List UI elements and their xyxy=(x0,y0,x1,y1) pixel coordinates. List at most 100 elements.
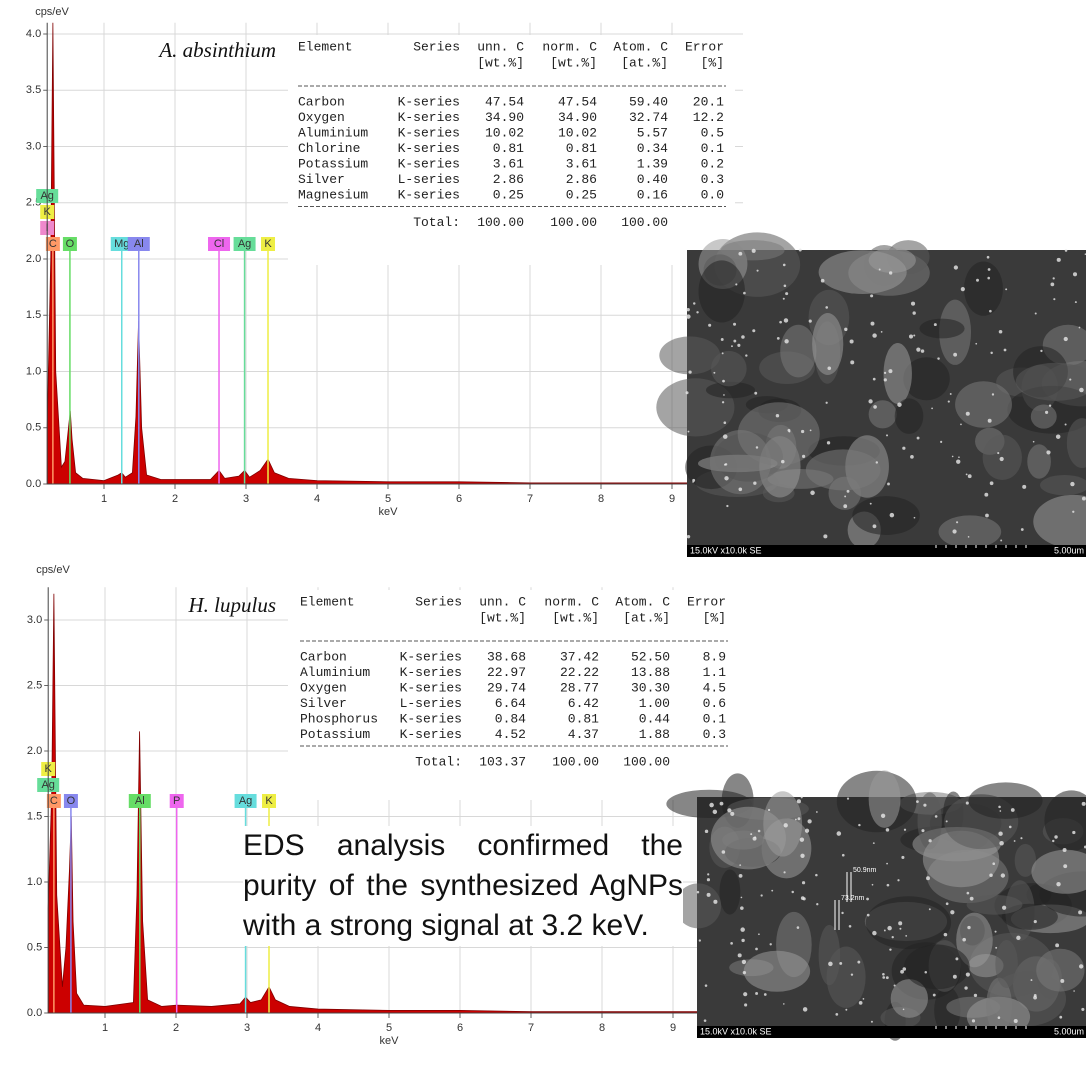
sem-particle xyxy=(923,803,927,807)
sem-particle xyxy=(779,320,782,324)
x-tick-label: 6 xyxy=(456,493,462,505)
sem-particle xyxy=(785,292,789,296)
sem-particle xyxy=(913,334,916,337)
x-tick-label: 1 xyxy=(101,493,107,505)
sem-particle xyxy=(807,819,812,824)
sem-particle xyxy=(850,973,854,976)
sem-particle xyxy=(733,339,737,343)
peak-label: Cl xyxy=(214,238,224,250)
sem-particle xyxy=(1063,336,1068,342)
sem-particle xyxy=(971,1019,976,1023)
table-cell: K-series xyxy=(400,711,462,726)
y-tick-label: 0.5 xyxy=(26,422,41,434)
sem-particle xyxy=(933,323,937,327)
sem-particle xyxy=(872,333,877,338)
sem-particle xyxy=(782,297,785,300)
y-tick-label: 1.5 xyxy=(27,810,42,822)
sem-particle xyxy=(1033,919,1037,924)
sem-particle xyxy=(858,823,861,827)
sem-particle xyxy=(926,876,930,881)
sem-particle xyxy=(723,394,725,396)
table-cell: 20.1 xyxy=(693,94,724,109)
sem-particle xyxy=(781,459,785,464)
table-cell: 0.1 xyxy=(701,141,725,156)
sem-particle xyxy=(721,352,724,355)
sem-particle xyxy=(825,401,828,404)
table-cell: 0.2 xyxy=(701,156,724,171)
sem-particle xyxy=(775,413,780,418)
sem-texture xyxy=(890,979,928,1018)
sem-particle xyxy=(1056,257,1061,262)
table-cell: 5.57 xyxy=(637,125,668,140)
x-tick-label: 6 xyxy=(457,1022,463,1034)
sem-texture xyxy=(986,977,1013,1034)
sem-particle xyxy=(965,473,968,476)
sem-particle xyxy=(883,929,886,932)
sem-particle xyxy=(801,429,805,434)
sem-particle xyxy=(999,810,1002,812)
sem-particle xyxy=(960,287,965,292)
x-tick-label: 1 xyxy=(102,1022,108,1034)
sem-particle xyxy=(841,853,845,857)
sem-particle xyxy=(878,268,881,271)
sem-particle xyxy=(703,1019,707,1022)
x-tick-label: 3 xyxy=(244,1022,250,1034)
table-cell: K-series xyxy=(398,94,460,109)
sem-particle xyxy=(808,319,812,323)
sem-particle xyxy=(870,1020,873,1023)
sem-particle xyxy=(850,360,855,365)
sem-texture xyxy=(903,357,950,401)
sem-particle xyxy=(816,903,819,906)
table-cell: [%] xyxy=(703,610,726,625)
table-cell: 100.00 xyxy=(550,215,597,230)
sem-particle xyxy=(1081,496,1086,501)
table-cell: L-series xyxy=(400,696,462,711)
sem-particle xyxy=(713,371,716,374)
sem-particle xyxy=(888,271,893,275)
sem-texture xyxy=(1033,494,1086,549)
sem-particle xyxy=(706,878,711,882)
sem-particle xyxy=(731,345,733,348)
sem-particle xyxy=(776,336,780,340)
table-cell: Total: xyxy=(413,215,460,230)
peak-label: Mg xyxy=(114,238,129,250)
table-cell: K-series xyxy=(398,125,460,140)
sem-particle xyxy=(905,935,908,937)
sem-particle xyxy=(899,927,902,930)
sem-particle xyxy=(886,862,888,865)
sem-particle xyxy=(685,391,689,395)
sem-particle xyxy=(866,897,869,901)
sem-particle xyxy=(999,840,1004,846)
table-cell: 100.00 xyxy=(623,754,670,769)
table-cell: 100.00 xyxy=(552,754,599,769)
sem-particle xyxy=(712,809,718,815)
x-tick-label: 7 xyxy=(528,1022,534,1034)
sem-particle xyxy=(844,495,847,498)
sem-particle xyxy=(990,351,993,355)
table-cell: K-series xyxy=(398,187,460,202)
table-cell: 28.77 xyxy=(560,680,599,695)
sem-particle xyxy=(1052,277,1055,280)
peak-label-box xyxy=(169,794,184,808)
sem-particle xyxy=(965,972,970,977)
sem-particle xyxy=(726,504,729,508)
sem-particle xyxy=(758,933,760,936)
sem-particle xyxy=(804,828,810,833)
sem-particle xyxy=(784,339,789,344)
x-tick-label: 5 xyxy=(385,493,391,505)
table-cell: K-series xyxy=(398,156,460,171)
sem-particle xyxy=(992,862,996,866)
sem-particle xyxy=(889,948,892,951)
sem-particle xyxy=(973,993,978,998)
table-cell: 2.86 xyxy=(493,172,524,187)
sem-particle xyxy=(723,421,727,425)
sem-particle xyxy=(754,391,758,395)
sem-particle xyxy=(937,357,940,360)
sem-particle xyxy=(727,808,732,813)
sem-texture xyxy=(698,260,745,323)
sem-particle xyxy=(1072,830,1076,835)
sem-particle xyxy=(752,329,756,333)
sem-particle xyxy=(740,927,745,932)
table-cell: 6.42 xyxy=(568,696,599,711)
sem-particle xyxy=(753,481,757,485)
